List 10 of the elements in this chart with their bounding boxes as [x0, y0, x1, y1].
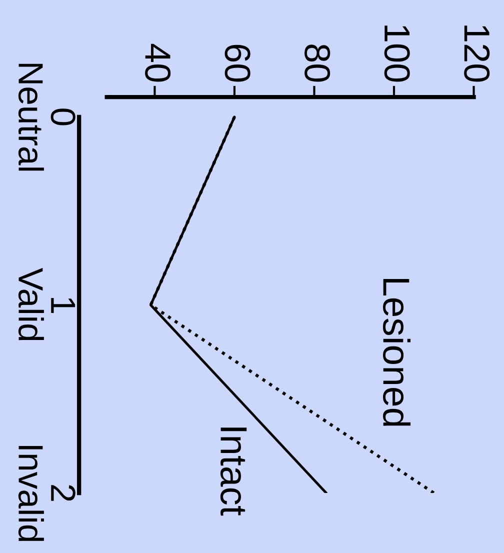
y-tick-label: 0 Neutral	[18, 64, 76, 171]
y-tick-label: 1 Valid	[18, 268, 76, 340]
text: Intact	[220, 428, 247, 516]
text: Lesioned	[382, 279, 411, 426]
x-tick-label: 80	[304, 44, 330, 82]
x-tick-label: 120	[464, 26, 490, 82]
y-tick-label: 2 Invalid	[18, 446, 76, 541]
x-tick-label: 40	[145, 44, 171, 82]
x-tick-label: 60	[224, 44, 250, 82]
x-tick-label: 100	[384, 26, 410, 82]
